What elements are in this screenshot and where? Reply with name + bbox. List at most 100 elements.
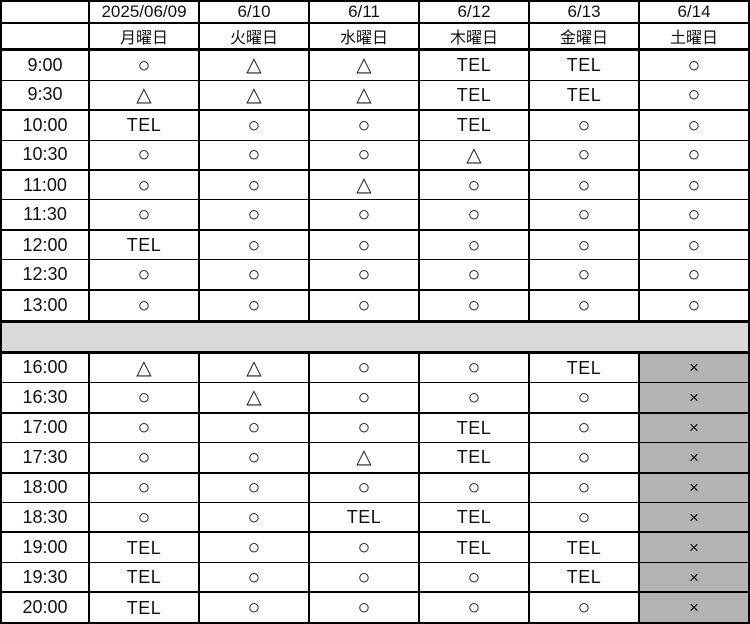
availability-cell[interactable]: ○ [198, 531, 310, 563]
availability-cell[interactable]: ○ [88, 411, 200, 444]
availability-cell[interactable]: ○ [198, 228, 310, 261]
availability-cell[interactable]: ○ [308, 471, 420, 503]
availability-cell[interactable]: ○ [528, 501, 640, 533]
availability-cell[interactable]: ○ [198, 139, 310, 171]
availability-cell[interactable]: ○ [418, 591, 530, 624]
availability-cell[interactable]: TEL [308, 501, 420, 533]
availability-cell[interactable]: ○ [198, 561, 310, 593]
availability-cell[interactable]: TEL [418, 531, 530, 563]
availability-cell[interactable]: ○ [308, 351, 420, 384]
availability-cell[interactable]: ○ [198, 471, 310, 503]
availability-cell[interactable]: TEL [88, 561, 200, 593]
availability-cell[interactable]: ○ [88, 168, 200, 201]
availability-cell[interactable]: ○ [638, 228, 750, 261]
availability-cell[interactable]: △ [418, 139, 530, 171]
availability-cell[interactable]: TEL [418, 79, 530, 111]
availability-cell[interactable]: ○ [528, 199, 640, 231]
availability-cell[interactable]: TEL [528, 351, 640, 384]
availability-cell[interactable]: ○ [418, 199, 530, 231]
availability-cell[interactable]: ○ [528, 168, 640, 201]
availability-cell[interactable]: △ [198, 382, 310, 414]
availability-cell[interactable]: TEL [88, 228, 200, 261]
availability-cell[interactable]: TEL [528, 79, 640, 111]
availability-cell[interactable]: ○ [308, 411, 420, 444]
corner-cell [0, 0, 90, 24]
availability-cell[interactable]: ○ [88, 382, 200, 414]
availability-cell[interactable]: △ [308, 168, 420, 201]
availability-cell[interactable]: TEL [418, 501, 530, 533]
availability-cell[interactable]: ○ [418, 351, 530, 384]
availability-cell[interactable]: ○ [198, 442, 310, 474]
availability-cell[interactable]: TEL [418, 48, 530, 81]
availability-cell[interactable]: TEL [418, 411, 530, 444]
availability-cell[interactable]: ○ [308, 228, 420, 261]
availability-cell[interactable]: ○ [528, 259, 640, 291]
availability-cell[interactable]: △ [198, 48, 310, 81]
availability-cell[interactable]: ○ [638, 79, 750, 111]
availability-cell[interactable]: ○ [418, 471, 530, 503]
availability-cell[interactable]: ○ [638, 48, 750, 81]
availability-cell[interactable]: ○ [418, 168, 530, 201]
availability-cell[interactable]: ○ [528, 471, 640, 503]
availability-cell[interactable]: △ [88, 351, 200, 384]
availability-cell[interactable]: ○ [88, 501, 200, 533]
availability-cell[interactable]: ○ [418, 228, 530, 261]
availability-cell[interactable]: TEL [88, 591, 200, 624]
availability-cell[interactable]: △ [88, 79, 200, 111]
availability-cell[interactable]: ○ [198, 591, 310, 624]
availability-cell[interactable]: TEL [88, 531, 200, 563]
availability-cell[interactable]: TEL [528, 48, 640, 81]
availability-cell[interactable]: ○ [638, 288, 750, 322]
availability-cell[interactable]: ○ [198, 501, 310, 533]
availability-cell[interactable]: ○ [198, 199, 310, 231]
availability-cell[interactable]: ○ [418, 259, 530, 291]
availability-cell[interactable]: ○ [528, 382, 640, 414]
availability-cell[interactable]: ○ [638, 139, 750, 171]
availability-cell[interactable]: △ [308, 442, 420, 474]
availability-cell[interactable]: ○ [308, 288, 420, 322]
availability-cell[interactable]: ○ [198, 288, 310, 322]
availability-cell[interactable]: ○ [308, 531, 420, 563]
availability-cell[interactable]: ○ [528, 228, 640, 261]
availability-cell[interactable]: ○ [418, 382, 530, 414]
availability-cell[interactable]: ○ [88, 259, 200, 291]
availability-cell[interactable]: ○ [308, 591, 420, 624]
availability-cell[interactable]: ○ [308, 561, 420, 593]
availability-cell[interactable]: ○ [88, 442, 200, 474]
availability-cell[interactable]: TEL [88, 109, 200, 141]
availability-cell[interactable]: ○ [528, 411, 640, 444]
availability-cell[interactable]: ○ [418, 288, 530, 322]
availability-cell[interactable]: TEL [528, 531, 640, 563]
availability-cell[interactable]: ○ [308, 139, 420, 171]
availability-cell[interactable]: ○ [198, 259, 310, 291]
availability-cell[interactable]: ○ [198, 168, 310, 201]
availability-cell[interactable]: ○ [88, 199, 200, 231]
availability-cell[interactable]: ○ [308, 199, 420, 231]
availability-cell[interactable]: ○ [418, 561, 530, 593]
availability-cell[interactable]: ○ [528, 109, 640, 141]
availability-cell[interactable]: ○ [528, 139, 640, 171]
availability-cell[interactable]: ○ [198, 109, 310, 141]
availability-cell[interactable]: ○ [308, 382, 420, 414]
availability-cell[interactable]: ○ [638, 109, 750, 141]
availability-cell[interactable]: △ [198, 79, 310, 111]
availability-cell[interactable]: TEL [418, 109, 530, 141]
availability-cell[interactable]: ○ [308, 109, 420, 141]
availability-cell[interactable]: ○ [308, 259, 420, 291]
availability-cell[interactable]: ○ [528, 442, 640, 474]
availability-cell[interactable]: ○ [88, 471, 200, 503]
availability-cell[interactable]: ○ [638, 259, 750, 291]
availability-cell[interactable]: ○ [88, 48, 200, 81]
availability-cell[interactable]: ○ [638, 168, 750, 201]
availability-cell[interactable]: TEL [528, 561, 640, 593]
availability-cell[interactable]: △ [308, 79, 420, 111]
availability-cell[interactable]: ○ [528, 591, 640, 624]
availability-cell[interactable]: TEL [418, 442, 530, 474]
availability-cell[interactable]: △ [198, 351, 310, 384]
availability-cell[interactable]: ○ [198, 411, 310, 444]
availability-cell[interactable]: ○ [88, 139, 200, 171]
availability-cell[interactable]: ○ [638, 199, 750, 231]
availability-cell[interactable]: △ [308, 48, 420, 81]
availability-cell[interactable]: ○ [528, 288, 640, 322]
availability-cell[interactable]: ○ [88, 288, 200, 322]
